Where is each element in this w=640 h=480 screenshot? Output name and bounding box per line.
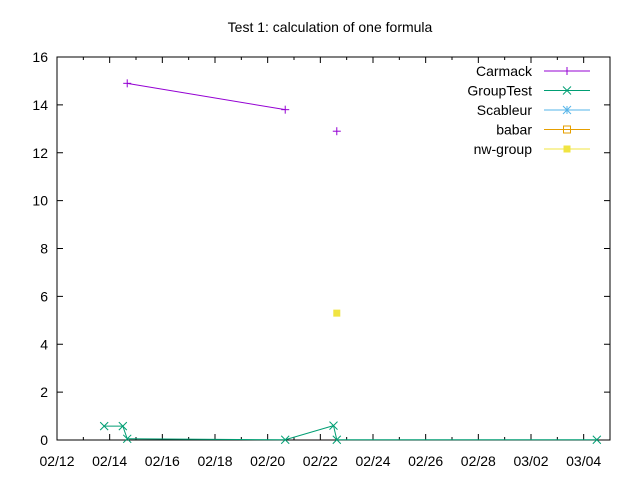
series-line-segment (127, 438, 286, 441)
series-line-segment (127, 82, 286, 111)
series-line-segment (285, 425, 334, 441)
legend-label: GroupTest (467, 83, 532, 99)
y-tick-label: 8 (40, 241, 48, 257)
data-point (329, 421, 338, 430)
data-point (281, 105, 290, 114)
data-point (99, 421, 109, 431)
data-point (332, 435, 342, 445)
data-point (122, 434, 132, 444)
x-tick-label: 02/20 (250, 453, 285, 469)
legend-label: Carmack (476, 63, 533, 79)
y-tick-label: 0 (40, 432, 48, 448)
legend-label: nw-group (474, 141, 533, 157)
data-point (123, 79, 132, 88)
legend-item: babar (496, 122, 590, 138)
data-point (332, 127, 341, 136)
series-line-segment (122, 425, 128, 439)
x-tick-label: 02/12 (39, 453, 74, 469)
series-Carmack (123, 79, 341, 136)
chart-title: Test 1: calculation of one formula (228, 19, 433, 35)
legend-marker (563, 67, 571, 75)
legend-label: babar (496, 122, 532, 138)
series-line-segment (333, 425, 338, 440)
x-tick-label: 02/26 (408, 453, 443, 469)
series-GroupTest (99, 421, 602, 445)
series-layer (99, 79, 602, 445)
series-nw-group (333, 309, 341, 317)
data-point (592, 435, 602, 445)
y-tick-label: 4 (40, 336, 48, 352)
legend-marker (563, 125, 571, 134)
y-tick-label: 2 (40, 384, 48, 400)
legend-item: nw-group (474, 141, 590, 157)
x-tick-label: 02/22 (303, 453, 338, 469)
y-tick-label: 10 (32, 193, 48, 209)
x-tick-label: 02/14 (92, 453, 127, 469)
legend-item: Scableur (477, 102, 590, 118)
x-tick-label: 02/28 (461, 453, 496, 469)
y-tick-label: 16 (32, 49, 48, 65)
legend: Carmack GroupTest Scableur babar nw-group (467, 63, 590, 157)
y-tick-label: 12 (32, 145, 48, 161)
x-tick-label: 02/18 (197, 453, 232, 469)
legend-marker (563, 145, 571, 153)
legend-label: Scableur (477, 102, 533, 118)
legend-marker (562, 105, 572, 115)
data-point (118, 421, 128, 431)
axis-ticks: 0 2 4 6 8 10 12 14 16 02/12 02/14 02/16 02/18 02/20 02… (32, 49, 611, 469)
x-tick-label: 02/16 (145, 453, 180, 469)
x-tick-label: 02/24 (355, 453, 390, 469)
y-tick-label: 6 (40, 288, 48, 304)
legend-marker (562, 86, 572, 95)
data-point (333, 309, 341, 317)
legend-item: GroupTest (467, 83, 590, 99)
x-tick-label: 03/02 (513, 453, 548, 469)
data-point (280, 435, 290, 445)
y-tick-label: 14 (32, 97, 48, 113)
x-tick-label: 03/04 (566, 453, 601, 469)
legend-item: Carmack (476, 63, 590, 79)
